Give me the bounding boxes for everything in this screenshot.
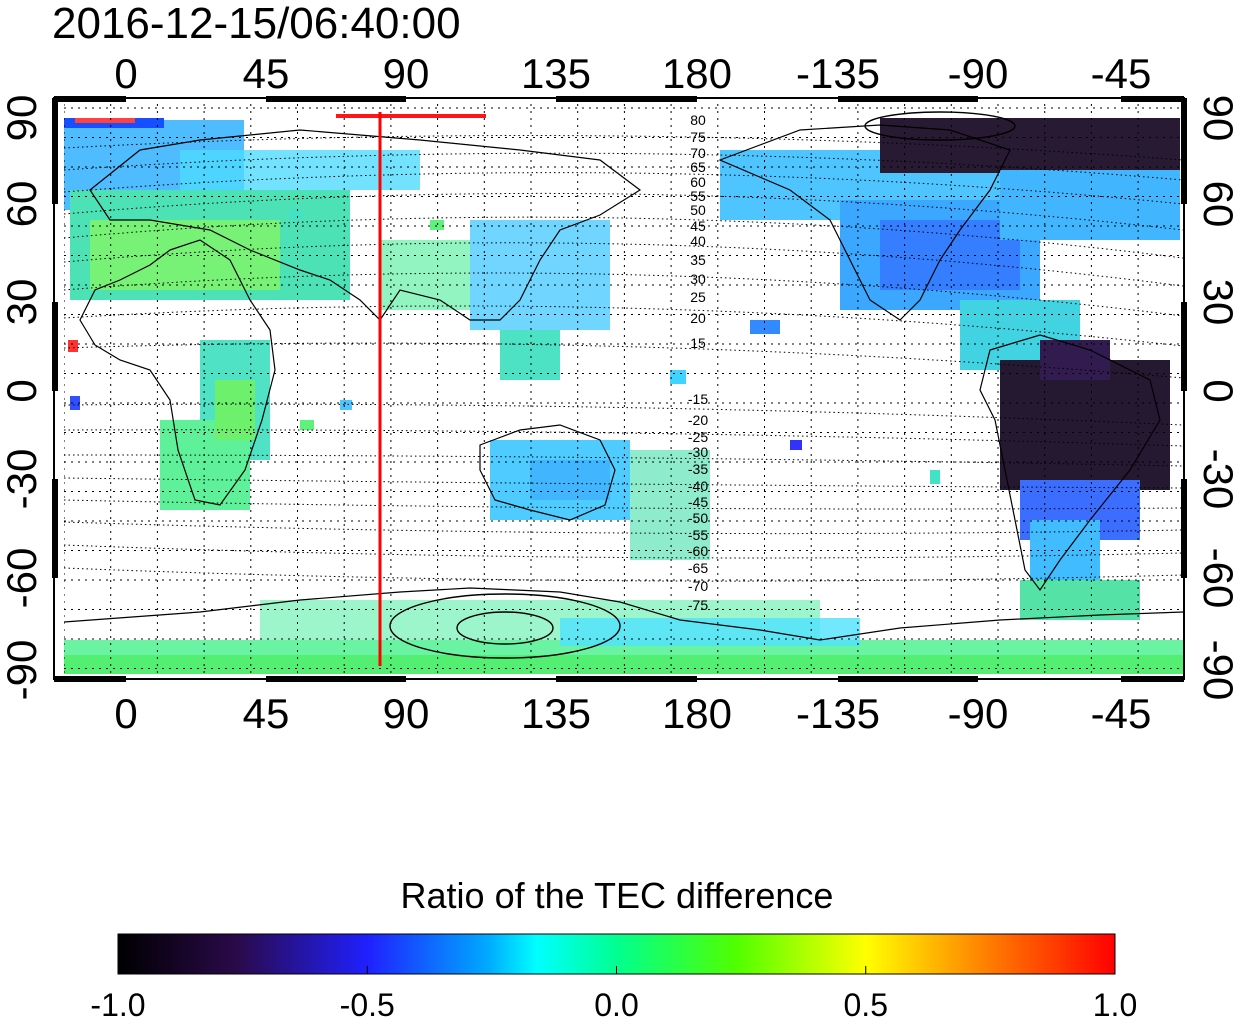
colorbar-ticks: -1.0 -0.5 0.0 0.5 1.0	[90, 966, 1137, 1023]
contour-label: -35	[688, 461, 708, 477]
border-bar-left	[52, 479, 58, 578]
colorbar-tick-label: 0.5	[844, 987, 888, 1023]
border-bar-right	[1181, 479, 1187, 578]
left-lat-tick-label: 60	[0, 181, 45, 228]
left-latitude-ticks: 90 60 30 0 -30 -60 -90	[0, 95, 45, 701]
contour-label: 35	[690, 252, 706, 268]
bottom-lon-tick-label: 90	[383, 690, 430, 737]
bottom-lon-tick-label: -90	[948, 690, 1009, 737]
left-lat-tick-label: 0	[0, 379, 45, 402]
map-border-scale	[52, 96, 1187, 682]
top-lon-tick-label: 45	[243, 50, 290, 97]
contour-label: -45	[688, 494, 708, 510]
contour-label: 45	[690, 218, 706, 234]
bottom-lon-tick-label: -135	[796, 690, 880, 737]
contour-label: 30	[690, 271, 706, 287]
contour-label: 75	[690, 129, 706, 145]
graticule-grid	[64, 104, 1183, 674]
contour-label: -75	[688, 597, 708, 613]
border-bar-bottom	[266, 676, 406, 682]
contour-label: 15	[690, 335, 706, 351]
contour-label: 20	[690, 310, 706, 326]
contour-label: 70	[690, 145, 706, 161]
left-lat-tick-label: 90	[0, 95, 45, 142]
right-lat-tick-label: -90	[1195, 640, 1240, 701]
colorbar-title: Ratio of the TEC difference	[401, 875, 834, 916]
colorbar-tick-label: 0.0	[594, 987, 638, 1023]
border-bar-top	[556, 96, 697, 102]
contour-label: -65	[688, 560, 708, 576]
top-lon-tick-label: 180	[662, 50, 732, 97]
bottom-lon-tick-label: -45	[1091, 690, 1152, 737]
contour-label: 40	[690, 233, 706, 249]
contour-label: -30	[688, 444, 708, 460]
border-bar-bottom	[54, 676, 126, 682]
border-bar-top	[54, 96, 126, 102]
colorbar-tick-label: -1.0	[90, 987, 145, 1023]
left-lat-tick-label: 30	[0, 279, 45, 326]
top-lon-tick-label: -135	[796, 50, 880, 97]
bottom-lon-tick-label: 135	[521, 690, 591, 737]
contour-label: -50	[688, 510, 708, 526]
left-lat-tick-label: -30	[0, 449, 45, 510]
coastlines	[64, 124, 1183, 641]
bottom-lon-tick-label: 180	[662, 690, 732, 737]
contour-label: 55	[690, 188, 706, 204]
contour-label: -25	[688, 429, 708, 445]
right-lat-tick-label: 30	[1195, 279, 1240, 326]
contour-label: -15	[688, 391, 708, 407]
contour-label: 65	[690, 159, 706, 175]
top-lon-tick-label: -90	[948, 50, 1009, 97]
bottom-lon-tick-label: 45	[243, 690, 290, 737]
top-lon-tick-label: 135	[521, 50, 591, 97]
border-bar-bottom	[556, 676, 697, 682]
contour-label: -70	[688, 578, 708, 594]
bottom-lon-tick-label: 0	[114, 690, 137, 737]
border-bar-left	[52, 98, 58, 204]
border-bar-right	[1181, 98, 1187, 204]
contour-label: 80	[690, 112, 706, 128]
right-lat-tick-label: -30	[1195, 449, 1240, 510]
top-lon-tick-label: -45	[1091, 50, 1152, 97]
border-bar-bottom	[838, 676, 978, 682]
right-lat-tick-label: -60	[1195, 548, 1240, 609]
border-bar-bottom	[1121, 676, 1184, 682]
left-lat-tick-label: -90	[0, 640, 45, 701]
right-latitude-ticks: 90 60 30 0 -30 -60 -90	[1195, 95, 1240, 701]
top-longitude-ticks: 0 45 90 135 180 -135 -90 -45	[114, 50, 1151, 97]
magnetic-latitude-contours	[64, 135, 1183, 582]
top-lon-tick-label: 0	[114, 50, 137, 97]
auroral-ovals	[389, 111, 1016, 659]
colorbar-tick-label: 1.0	[1093, 987, 1137, 1023]
contour-label: 60	[690, 174, 706, 190]
colorbar-tick-label: -0.5	[340, 987, 395, 1023]
contour-label: 50	[690, 202, 706, 218]
right-lat-tick-label: 60	[1195, 181, 1240, 228]
border-bar-top	[1121, 96, 1184, 102]
left-lat-tick-label: -60	[0, 548, 45, 609]
figure-title: 2016-12-15/06:40:00	[52, 0, 461, 48]
right-lat-tick-label: 90	[1195, 95, 1240, 142]
border-bar-right	[1181, 302, 1187, 391]
contour-label: -20	[688, 412, 708, 428]
bottom-longitude-ticks: 0 45 90 135 180 -135 -90 -45	[114, 690, 1151, 737]
contour-label: -40	[688, 478, 708, 494]
contour-label: -60	[688, 543, 708, 559]
top-lon-tick-label: 90	[383, 50, 430, 97]
contour-labels-south: -15 -20-25-30-35-40-45-50-55-60-65 -70 -75	[688, 391, 708, 613]
border-bar-top	[838, 96, 978, 102]
contour-label: 25	[690, 289, 706, 305]
colorbar: Ratio of the TEC difference -1.0 -0.5 0.0 0…	[90, 875, 1137, 1023]
border-bar-left	[52, 302, 58, 391]
contour-label: -55	[688, 527, 708, 543]
border-bar-top	[266, 96, 406, 102]
right-lat-tick-label: 0	[1195, 379, 1240, 402]
